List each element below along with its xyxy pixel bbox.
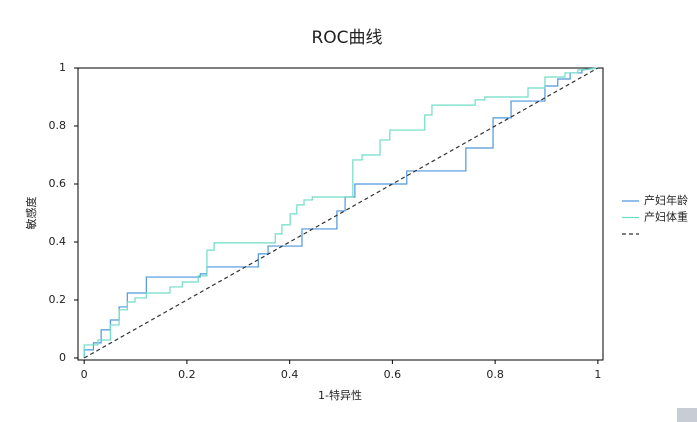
series-line	[83, 67, 598, 358]
series-line	[83, 67, 598, 358]
y-tick-label: 0	[59, 351, 66, 364]
x-tick-label: 0.8	[486, 368, 504, 381]
chart-title: ROC曲线	[311, 28, 382, 48]
series-line	[83, 67, 599, 359]
plot-frame	[77, 67, 604, 361]
x-tick-label: 0.6	[384, 368, 402, 381]
y-tick-label: 0.4	[49, 235, 67, 248]
corner-widget	[677, 408, 697, 422]
y-tick-label: 1	[59, 61, 66, 74]
legend-label: 产妇体重	[644, 210, 688, 224]
y-tick-label: 0.6	[49, 177, 67, 190]
x-tick-label: 0.2	[178, 368, 196, 381]
x-tick-label: 1	[594, 368, 601, 381]
x-tick-label: 0	[81, 368, 88, 381]
y-axis-label: 敏感度	[24, 197, 38, 230]
y-tick-label: 0.8	[49, 119, 67, 132]
x-axis-label: 1-特异性	[318, 388, 362, 402]
y-tick-label: 0.2	[49, 293, 67, 306]
legend-label: 产妇年龄	[644, 193, 688, 207]
x-tick-label: 0.4	[281, 368, 299, 381]
